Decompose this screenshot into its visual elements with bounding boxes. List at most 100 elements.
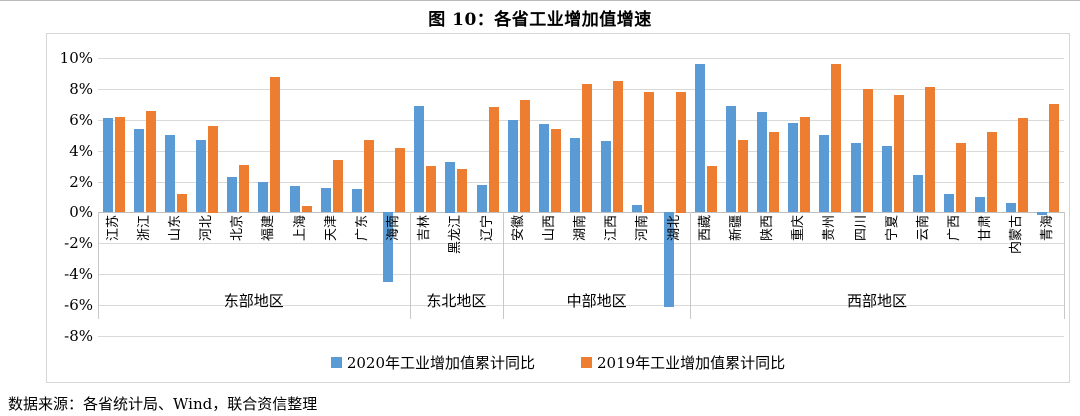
bar-云南-2019 [924,87,935,213]
bar-贵州-2020 [819,135,830,213]
bar-安徽-2019 [519,99,530,213]
x-axis-label-陕西: 陕西 [760,215,775,242]
bar-海南-2019 [395,147,405,213]
x-axis-label-内蒙古: 内蒙古 [1009,215,1025,255]
bar-上海-2020 [289,186,300,213]
bar-新疆-2019 [737,139,748,213]
bar-安徽-2020 [507,119,518,213]
legend-item: 2020年工业增加值累计同比 [330,352,535,373]
bar-广东-2019 [363,139,374,213]
bar-江西-2020 [601,141,612,213]
x-axis-label-河北: 河北 [199,215,215,242]
y-axis-tick-label: -2% [64,234,93,253]
bar-辽宁-2019 [488,107,499,213]
x-axis-label-四川: 四川 [853,215,869,242]
bar-内蒙古-2019 [1018,118,1029,213]
x-axis-label-西藏: 西藏 [697,215,713,242]
bar-河北-2019 [208,126,219,213]
bar-福建-2020 [258,181,269,213]
x-axis-label-江西: 江西 [604,215,620,242]
bar-宁夏-2019 [893,95,904,213]
chart-legend: 2020年工业增加值累计同比 2019年工业增加值累计同比 [47,352,1069,373]
x-axis-label-上海: 上海 [292,215,308,242]
bar-江西-2019 [613,81,624,213]
y-axis-tick-label: 4% [69,141,93,160]
bar-河北-2020 [196,139,207,213]
x-axis-label-北京: 北京 [230,215,246,242]
x-axis-label-黑龙江: 黑龙江 [448,215,464,255]
y-axis-tick-label: -4% [64,265,93,284]
bar-新疆-2020 [725,105,736,213]
legend-swatch-icon [330,357,342,368]
bar-湖南-2019 [582,84,592,213]
x-axis-label-山东: 山东 [167,215,183,242]
source-note: 数据来源：各省统计局、Wind，联合资信整理 [8,395,318,413]
x-axis-label-福建: 福建 [261,215,277,242]
bar-甘肃-2019 [987,132,998,213]
bar-辽宁-2020 [476,184,487,213]
bar-北京-2019 [239,164,250,213]
legend-label: 2020年工业增加值累计同比 [346,354,535,372]
bar-河南-2019 [644,92,655,213]
gridline [98,274,1064,276]
bar-广西-2019 [955,142,966,213]
bar-天津-2020 [320,187,331,213]
bar-海南-2020 [383,212,393,282]
x-axis-label-吉林: 吉林 [417,215,433,242]
bar-浙江-2020 [133,129,144,213]
group-separator [98,212,99,320]
bar-云南-2020 [912,175,923,213]
region-label-东北地区: 东北地区 [426,292,487,311]
x-axis-label-天津: 天津 [323,215,339,242]
x-axis-label-浙江: 浙江 [136,215,152,242]
bar-青海-2020 [1037,212,1048,216]
group-separator [1064,212,1065,320]
bar-江苏-2020 [102,118,113,213]
x-axis-label-广东: 广东 [354,215,370,242]
bar-贵州-2019 [831,64,842,213]
bar-内蒙古-2020 [1006,203,1017,213]
x-axis-line [98,212,1064,214]
x-axis-label-湖南: 湖南 [573,215,588,242]
gridline [98,119,1064,121]
legend-label: 2019年工业增加值累计同比 [597,354,786,372]
bar-宁夏-2020 [881,146,892,213]
bar-浙江-2019 [145,110,156,213]
gridline [98,181,1064,183]
group-separator [409,212,411,320]
x-axis-label-新疆: 新疆 [728,215,744,242]
gridline [98,305,1064,307]
x-axis-label-宁夏: 宁夏 [884,215,900,242]
bar-山西-2019 [550,129,561,213]
gridline [98,243,1064,245]
x-axis-label-云南: 云南 [915,215,931,242]
bar-湖南-2020 [570,138,580,213]
group-separator [690,212,692,320]
chart-title: 图 10：各省工业增加值增速 [428,10,652,30]
gridline [98,88,1064,90]
x-axis-label-甘肃: 甘肃 [978,215,994,242]
bar-天津-2019 [332,159,343,213]
bar-上海-2019 [301,206,312,213]
region-label-西部地区: 西部地区 [847,292,908,311]
plot-area: 江苏 浙江 山东 河北 北京 福建 上海 天津 广东 海南 吉林 黑龙江 辽宁 安徽 山西 湖南 江西 河南 湖北西… [98,58,1065,337]
bar-陕西-2020 [757,112,767,213]
bar-吉林-2020 [414,105,425,213]
bar-西藏-2020 [694,64,705,213]
bar-广西-2020 [943,193,954,213]
bar-山西-2020 [538,124,549,213]
bar-甘肃-2020 [975,197,986,213]
x-axis-label-广西: 广西 [946,215,962,242]
gridline [98,58,1064,59]
x-axis-label-江苏: 江苏 [105,215,121,242]
chart-container: 江苏 浙江 山东 河北 北京 福建 上海 天津 广东 海南 吉林 黑龙江 辽宁 安徽 山西 湖南 江西 河南 湖北西… [46,33,1070,383]
y-axis-tick-label: -8% [64,327,93,345]
bar-四川-2020 [850,142,861,213]
legend-swatch-icon [581,357,592,368]
x-axis-label-安徽: 安徽 [510,215,526,242]
bar-江苏-2019 [114,116,125,213]
bar-湖北-2019 [675,92,686,213]
x-axis-label-河南: 河南 [635,215,651,242]
bar-湖北-2020 [663,212,674,307]
bar-广东-2020 [351,189,362,213]
